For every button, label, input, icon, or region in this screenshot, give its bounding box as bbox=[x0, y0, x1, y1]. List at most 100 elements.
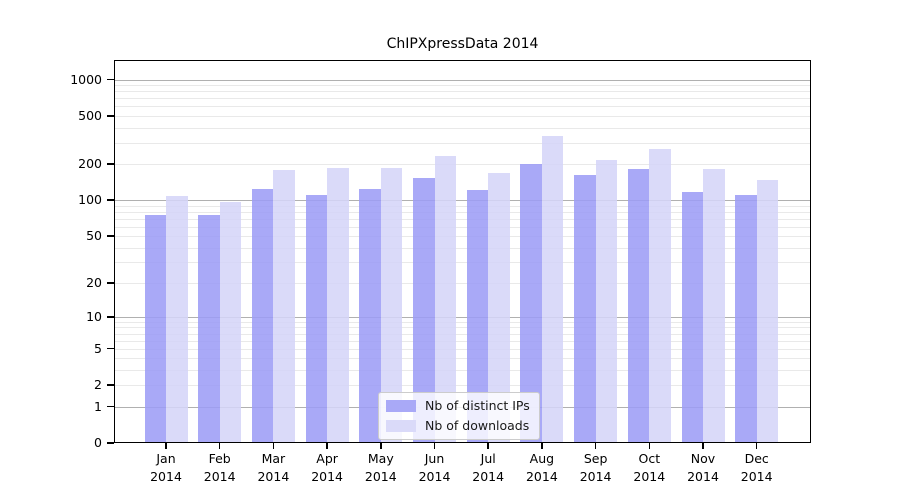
x-tick-jan bbox=[165, 443, 167, 449]
bar-nb-of-distinct-ips-jan bbox=[144, 215, 166, 443]
gridline-minor bbox=[114, 370, 811, 372]
legend-swatch-distinct-ips bbox=[386, 399, 416, 412]
y-tick-1000 bbox=[107, 78, 114, 81]
x-tick-jun bbox=[433, 443, 436, 449]
y-tick-1 bbox=[107, 405, 114, 408]
x-tick-label-jul: Jul 2014 bbox=[472, 451, 505, 484]
legend-label-distinct-ips: Nb of distinct IPs bbox=[425, 398, 530, 413]
bar-nb-of-distinct-ips-oct bbox=[627, 168, 650, 443]
x-tick-feb bbox=[218, 443, 221, 449]
x-tick-label-may: May 2014 bbox=[364, 451, 397, 484]
x-tick-label-dec: Dec 2014 bbox=[740, 451, 773, 484]
y-tick-0 bbox=[107, 442, 114, 444]
bar-nb-of-downloads-apr bbox=[327, 168, 349, 443]
y-tick-label-200: 200 bbox=[78, 155, 102, 171]
y-tick-200 bbox=[107, 163, 114, 165]
y-tick-2 bbox=[107, 384, 114, 386]
legend-swatch-downloads bbox=[386, 419, 416, 432]
x-tick-label-feb: Feb 2014 bbox=[203, 451, 236, 484]
y-tick-label-20: 20 bbox=[86, 274, 102, 290]
gridline-minor bbox=[114, 127, 811, 129]
y-tick-5 bbox=[107, 347, 114, 350]
y-tick-label-1: 1 bbox=[94, 398, 102, 414]
x-tick-jul bbox=[487, 443, 489, 449]
gridline-minor bbox=[114, 106, 811, 108]
gridline-minor bbox=[114, 142, 811, 144]
legend-entry-distinct-ips: Nb of distinct IPs bbox=[386, 398, 530, 413]
gridline-minor bbox=[114, 163, 811, 165]
bar-nb-of-downloads-may bbox=[380, 168, 403, 443]
x-tick-label-jun: Jun 2014 bbox=[418, 451, 451, 484]
bar-nb-of-downloads-dec bbox=[756, 180, 779, 443]
bar-nb-of-downloads-oct bbox=[649, 148, 671, 443]
bar-nb-of-downloads-jan bbox=[166, 196, 188, 443]
y-tick-10 bbox=[107, 316, 114, 318]
legend-entry-downloads: Nb of downloads bbox=[386, 418, 530, 433]
y-tick-label-0: 0 bbox=[94, 435, 102, 450]
gridline-minor bbox=[114, 236, 811, 238]
gridline-minor bbox=[114, 348, 811, 350]
x-tick-sep bbox=[594, 443, 597, 449]
y-tick-label-1000: 1000 bbox=[70, 71, 102, 87]
bar-nb-of-distinct-ips-sep bbox=[574, 175, 596, 443]
gridline-minor bbox=[114, 321, 811, 323]
bar-nb-of-distinct-ips-jun bbox=[413, 177, 435, 443]
y-tick-100 bbox=[107, 199, 114, 201]
gridline-minor bbox=[114, 262, 811, 264]
bar-nb-of-downloads-feb bbox=[219, 201, 242, 443]
x-tick-label-aug: Aug 2014 bbox=[525, 451, 558, 484]
gridline-minor bbox=[114, 282, 811, 284]
gridline-minor bbox=[114, 211, 811, 213]
bar-nb-of-downloads-jun bbox=[434, 155, 456, 443]
gridline-minor bbox=[114, 115, 811, 117]
x-tick-label-apr: Apr 2014 bbox=[311, 451, 343, 484]
bar-nb-of-distinct-ips-nov bbox=[681, 192, 703, 443]
x-tick-label-jan: Jan 2014 bbox=[150, 451, 182, 484]
gridline-major bbox=[114, 316, 811, 318]
gridline-minor bbox=[114, 340, 811, 342]
y-tick-20 bbox=[107, 282, 114, 284]
legend: Nb of distinct IPs Nb of downloads bbox=[378, 392, 540, 440]
gridline-minor bbox=[114, 333, 811, 335]
x-tick-nov bbox=[702, 443, 704, 449]
gridline-minor bbox=[114, 226, 811, 228]
gridline-minor bbox=[114, 98, 811, 100]
x-tick-label-mar: Mar 2014 bbox=[257, 451, 290, 484]
bar-nb-of-distinct-ips-may bbox=[359, 188, 381, 443]
gridline-major bbox=[114, 79, 811, 81]
y-tick-label-10: 10 bbox=[86, 308, 102, 324]
y-tick-50 bbox=[107, 235, 114, 237]
y-tick-500 bbox=[107, 115, 114, 117]
x-tick-oct bbox=[648, 443, 651, 449]
bar-nb-of-downloads-jul bbox=[488, 172, 510, 443]
gridline-minor bbox=[114, 358, 811, 360]
gridline-minor bbox=[114, 218, 811, 220]
gridline-minor bbox=[114, 327, 811, 329]
plot-area bbox=[114, 60, 811, 443]
bar-nb-of-downloads-nov bbox=[703, 169, 725, 443]
bar-nb-of-downloads-sep bbox=[595, 160, 618, 443]
bar-nb-of-distinct-ips-dec bbox=[735, 194, 757, 443]
x-tick-mar bbox=[272, 443, 275, 449]
bar-nb-of-downloads-mar bbox=[273, 170, 295, 443]
y-tick-label-50: 50 bbox=[86, 228, 102, 244]
x-tick-may bbox=[380, 443, 382, 449]
y-tick-label-100: 100 bbox=[78, 192, 102, 208]
gridline-minor bbox=[114, 385, 811, 387]
y-tick-label-2: 2 bbox=[94, 377, 102, 393]
bar-nb-of-distinct-ips-mar bbox=[251, 189, 274, 443]
x-tick-apr bbox=[326, 443, 328, 449]
gridline-minor bbox=[114, 85, 811, 87]
bar-nb-of-distinct-ips-aug bbox=[520, 164, 542, 443]
bar-nb-of-downloads-aug bbox=[541, 136, 564, 443]
chart-title: ChIPXpressData 2014 bbox=[386, 36, 539, 52]
gridline-minor bbox=[114, 91, 811, 93]
bar-nb-of-distinct-ips-jul bbox=[466, 189, 489, 443]
bar-nb-of-distinct-ips-apr bbox=[305, 194, 328, 443]
gridline-minor bbox=[114, 205, 811, 207]
bar-nb-of-distinct-ips-feb bbox=[198, 215, 220, 443]
x-tick-label-sep: Sep 2014 bbox=[579, 451, 612, 484]
y-tick-label-500: 500 bbox=[78, 107, 102, 123]
x-tick-dec bbox=[755, 443, 758, 449]
